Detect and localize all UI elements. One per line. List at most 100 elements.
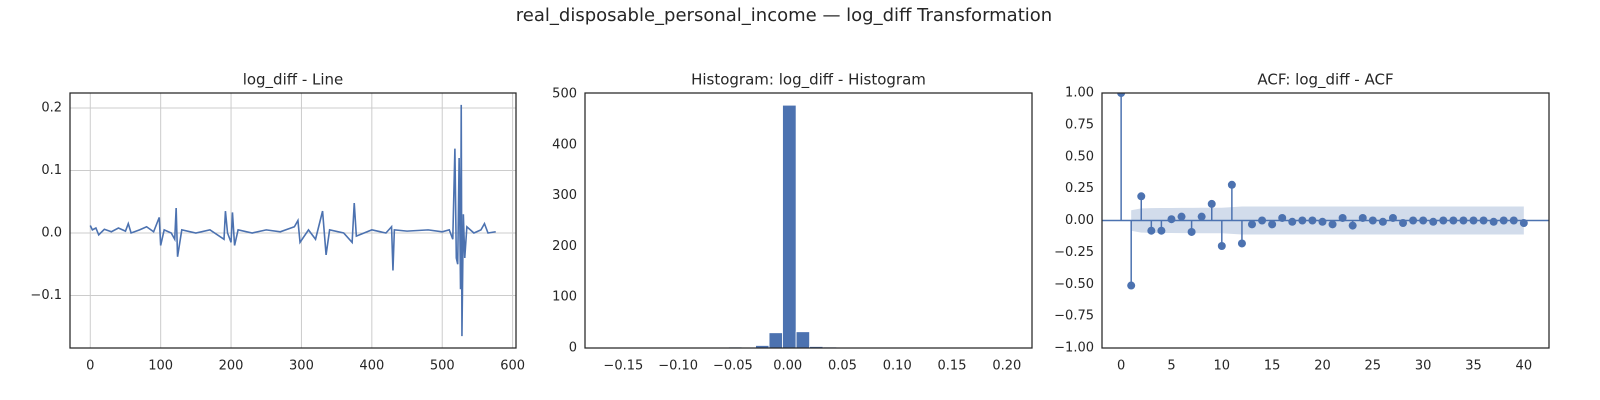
stem-marker — [1388, 213, 1397, 222]
x-tick-label: −0.05 — [713, 359, 753, 374]
stem-marker — [1177, 212, 1186, 221]
stem-marker — [1519, 219, 1528, 228]
stem-marker — [1439, 216, 1448, 225]
stem-marker — [1167, 215, 1176, 224]
stem-marker — [1399, 219, 1408, 228]
stem-marker — [1147, 226, 1156, 235]
y-tick-label: 0.1 — [41, 163, 62, 178]
plot-area — [1102, 93, 1549, 290]
subplot-title: log_diff - Line — [243, 71, 344, 90]
y-tick-label: 300 — [552, 188, 577, 203]
y-tick-label: 500 — [552, 87, 577, 102]
stem-marker — [1187, 227, 1196, 236]
stem-marker — [1509, 216, 1518, 225]
subplot-title: Histogram: log_diff - Histogram — [691, 71, 926, 90]
y-tick-label: −0.25 — [1054, 245, 1094, 260]
stem-marker — [1338, 213, 1347, 222]
y-tick-label: 400 — [552, 137, 577, 152]
stem-marker — [1278, 213, 1287, 222]
stem-marker — [1358, 213, 1367, 222]
x-tick-label: 0 — [86, 359, 94, 374]
stem-marker — [1127, 281, 1136, 290]
x-tick-label: 0 — [1117, 359, 1125, 374]
x-tick-label: 30 — [1415, 359, 1432, 374]
histogram-bar — [795, 331, 810, 348]
stem-marker — [1409, 216, 1418, 225]
stem-marker — [1378, 217, 1387, 226]
axes-frame — [584, 92, 1033, 349]
x-tick-label: 5 — [1167, 359, 1175, 374]
subplot-title: ACF: log_diff - ACF — [1257, 71, 1393, 90]
histogram-bar — [768, 332, 783, 348]
x-tick-label: 25 — [1365, 359, 1382, 374]
stem-marker — [1499, 216, 1508, 225]
y-tick-label: 0.75 — [1065, 117, 1094, 132]
y-tick-label: 1.00 — [1065, 86, 1094, 101]
x-tick-label: 0.10 — [883, 359, 912, 374]
x-tick-label: −0.15 — [603, 359, 643, 374]
y-tick-label: 0.2 — [41, 101, 62, 116]
axes-frame — [1101, 92, 1550, 349]
x-tick-label: 200 — [219, 359, 244, 374]
stem-marker — [1348, 221, 1357, 230]
stem-marker — [1237, 239, 1246, 248]
y-tick-label: −1.00 — [1054, 341, 1094, 356]
x-tick-label: 0.15 — [938, 359, 967, 374]
y-tick-label: −0.50 — [1054, 277, 1094, 292]
x-tick-label: 15 — [1264, 359, 1281, 374]
x-tick-label: 300 — [289, 359, 314, 374]
x-tick-label: 100 — [148, 359, 173, 374]
stem-marker — [1298, 216, 1307, 225]
y-tick-label: 100 — [552, 290, 577, 305]
stem-marker — [1217, 242, 1226, 250]
stem-marker — [1258, 216, 1267, 225]
y-tick-label: 200 — [552, 239, 577, 254]
x-tick-label: 35 — [1465, 359, 1482, 374]
stem-marker — [1137, 192, 1146, 201]
axes-frame — [69, 92, 517, 349]
histogram-bar — [782, 104, 797, 348]
y-tick-label: −0.1 — [30, 288, 62, 303]
x-tick-label: −0.10 — [658, 359, 698, 374]
y-tick-label: −0.75 — [1054, 309, 1094, 324]
stem-marker — [1479, 216, 1488, 225]
stem-marker — [1449, 216, 1458, 225]
y-tick-label: 0.0 — [41, 226, 62, 241]
x-tick-label: 600 — [500, 359, 525, 374]
stem-marker — [1207, 199, 1216, 208]
y-tick-label: 0.00 — [1065, 213, 1094, 228]
stem-marker — [1429, 217, 1438, 226]
stem-marker — [1288, 217, 1297, 226]
stem-marker — [1197, 212, 1206, 221]
stem-marker — [1318, 217, 1327, 226]
y-tick-label: 0.50 — [1065, 149, 1094, 164]
stem-marker — [1248, 220, 1257, 229]
x-tick-label: 10 — [1214, 359, 1231, 374]
plot-area — [606, 104, 1013, 348]
x-tick-label: 500 — [430, 359, 455, 374]
line-series — [89, 104, 496, 337]
stem-marker — [1419, 216, 1428, 225]
x-tick-label: 20 — [1314, 359, 1331, 374]
stem-marker — [1459, 216, 1468, 225]
x-tick-label: 40 — [1516, 359, 1533, 374]
y-tick-label: 0 — [569, 341, 577, 356]
stem-marker — [1469, 216, 1478, 225]
stem-marker — [1268, 220, 1277, 229]
y-tick-label: 0.25 — [1065, 181, 1094, 196]
x-tick-label: 0.00 — [773, 359, 802, 374]
stem-marker — [1157, 226, 1166, 235]
stem-marker — [1328, 220, 1337, 229]
x-tick-label: 400 — [359, 359, 384, 374]
x-tick-label: 0.05 — [828, 359, 857, 374]
stem-marker — [1489, 217, 1498, 226]
plot-area — [89, 104, 496, 337]
figure-title: real_disposable_personal_income — log_di… — [516, 5, 1052, 26]
x-tick-label: 0.20 — [992, 359, 1021, 374]
stem-marker — [1117, 93, 1126, 97]
stem-marker — [1227, 180, 1236, 189]
stem-marker — [1308, 216, 1317, 225]
stem-marker — [1368, 216, 1377, 225]
